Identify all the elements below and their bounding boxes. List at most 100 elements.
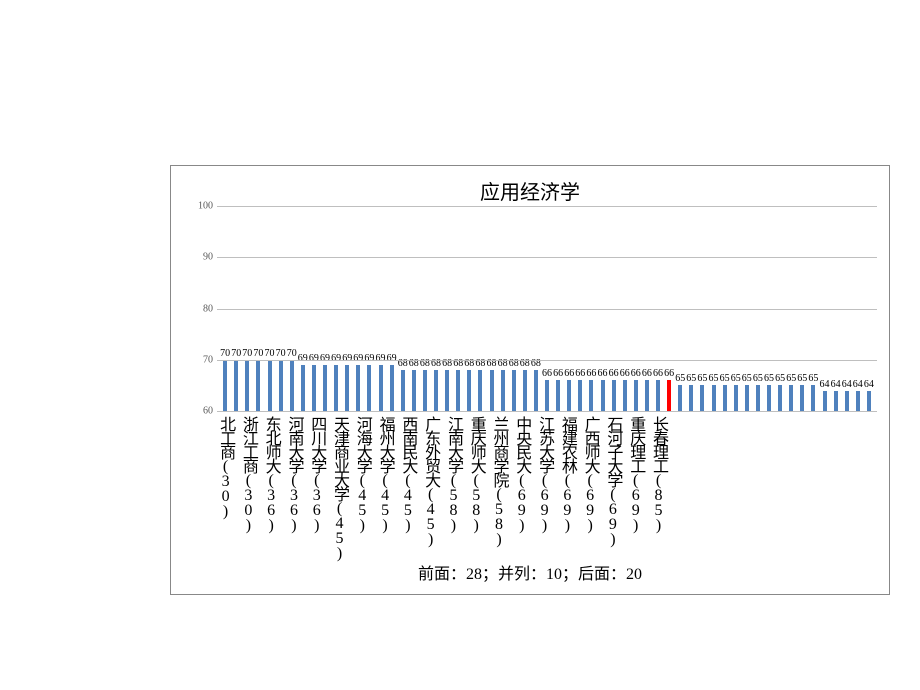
bar-value-label: 64 (842, 379, 852, 390)
bar-highlight (667, 380, 671, 411)
bar-value-label: 69 (298, 353, 308, 364)
bar (712, 385, 716, 411)
bar-value-label: 66 (564, 368, 574, 379)
bar-value-label: 70 (242, 348, 252, 359)
bar (534, 370, 538, 411)
bar-value-label: 66 (664, 368, 674, 379)
chart-footer: 前面：28；并列：10；后面：20 (171, 560, 889, 584)
bar (434, 370, 438, 411)
bar (723, 385, 727, 411)
y-tick-label: 90 (189, 252, 213, 263)
bar (456, 370, 460, 411)
x-tick-label: 北工商(30) (213, 416, 237, 518)
bar (334, 365, 338, 411)
gridline (217, 411, 877, 412)
bar (345, 365, 349, 411)
y-tick-label: 80 (189, 303, 213, 314)
gridline (217, 360, 877, 361)
bar-value-label: 70 (276, 348, 286, 359)
bar-value-label: 69 (353, 353, 363, 364)
bar (367, 365, 371, 411)
bar-value-label: 64 (831, 379, 841, 390)
x-tick-label: 西南民大(45) (395, 416, 419, 532)
gridline (217, 206, 877, 207)
bar (856, 391, 860, 412)
x-tick-label: 天津商业大学(45) (327, 416, 351, 560)
bar-value-label: 65 (686, 373, 696, 384)
bar (645, 380, 649, 411)
x-tick-label: 江南大学(58) (441, 416, 465, 532)
bar-value-label: 66 (542, 368, 552, 379)
x-tick-label: 石河子大学(69) (600, 416, 624, 546)
bar (778, 385, 782, 411)
bar-value-label: 65 (697, 373, 707, 384)
bar (556, 380, 560, 411)
bar (767, 385, 771, 411)
x-tick-label: 广东外贸大(45) (418, 416, 442, 546)
bar-value-label: 65 (709, 373, 719, 384)
bar (356, 365, 360, 411)
bar (256, 360, 260, 411)
bar (423, 370, 427, 411)
bar-value-label: 65 (742, 373, 752, 384)
chart-title: 应用经济学 (171, 176, 889, 205)
bar (234, 360, 238, 411)
bar (823, 391, 827, 412)
bar (867, 391, 871, 412)
bar (379, 365, 383, 411)
bar (467, 370, 471, 411)
bar-value-label: 69 (320, 353, 330, 364)
bar-value-label: 70 (220, 348, 230, 359)
y-tick-label: 100 (189, 201, 213, 212)
x-tick-label: 江苏大学(69) (532, 416, 556, 532)
bar (789, 385, 793, 411)
bar (589, 380, 593, 411)
bar-value-label: 66 (620, 368, 630, 379)
bar-value-label: 66 (586, 368, 596, 379)
bar-value-label: 64 (820, 379, 830, 390)
bar-value-label: 66 (653, 368, 663, 379)
bar-value-label: 66 (642, 368, 652, 379)
y-tick-label: 60 (189, 406, 213, 417)
y-tick-label: 70 (189, 354, 213, 365)
bar-value-label: 65 (720, 373, 730, 384)
x-tick-label: 河海大学(45) (350, 416, 374, 532)
x-tick-label: 重庆理工(69) (623, 416, 647, 532)
x-axis-labels: 北工商(30)浙江工商(30)东北师大(36)河南大学(36)四川大学(36)天… (217, 416, 877, 556)
bar (490, 370, 494, 411)
bar (634, 380, 638, 411)
bar (501, 370, 505, 411)
bar-value-label: 66 (631, 368, 641, 379)
x-tick-label: 河南大学(36) (281, 416, 305, 532)
bar (601, 380, 605, 411)
x-tick-label: 浙江工商(30) (236, 416, 260, 532)
bar-value-label: 69 (376, 353, 386, 364)
bar-value-label: 69 (331, 353, 341, 364)
bar (412, 370, 416, 411)
x-tick-label: 广西师大(69) (578, 416, 602, 532)
bar (811, 385, 815, 411)
bar-value-label: 66 (575, 368, 585, 379)
bar-value-label: 66 (609, 368, 619, 379)
chart-frame: 应用经济学 7070707070707069696969696969696968… (170, 165, 890, 595)
bar (478, 370, 482, 411)
bar-value-label: 69 (342, 353, 352, 364)
bar-value-label: 69 (364, 353, 374, 364)
bar-value-label: 70 (265, 348, 275, 359)
plot-area: 7070707070707069696969696969696968686868… (217, 206, 877, 411)
bar (512, 370, 516, 411)
bar (323, 365, 327, 411)
x-tick-label: 四川大学(36) (304, 416, 328, 532)
bar (623, 380, 627, 411)
bar (390, 365, 394, 411)
bar (734, 385, 738, 411)
bar (301, 365, 305, 411)
bar-value-label: 65 (675, 373, 685, 384)
bar (545, 380, 549, 411)
bar (845, 391, 849, 412)
bar (578, 380, 582, 411)
x-tick-label: 重庆师大(58) (464, 416, 488, 532)
bar (756, 385, 760, 411)
bar-value-label: 64 (864, 379, 874, 390)
bar (223, 360, 227, 411)
